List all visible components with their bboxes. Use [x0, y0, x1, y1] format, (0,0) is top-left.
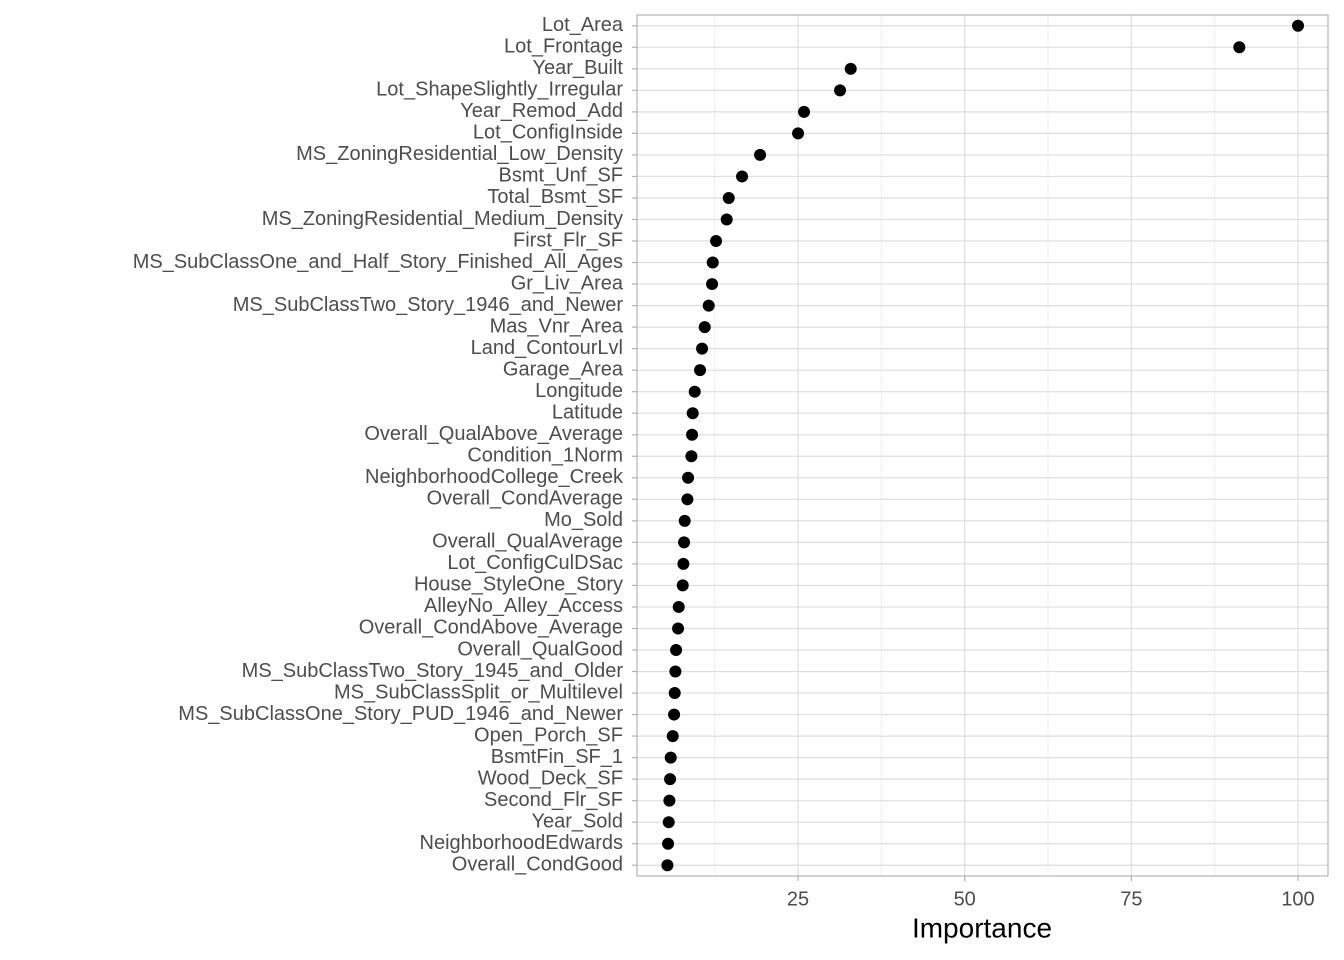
y-tick-label: Year_Remod_Add	[460, 100, 623, 122]
panel-border	[636, 14, 1329, 877]
y-tick-label: Lot_ConfigInside	[473, 122, 623, 144]
point	[666, 730, 679, 743]
point	[664, 773, 677, 786]
y-tick-label: Bsmt_Unf_SF	[499, 165, 623, 187]
y-tick-label: Mas_Vnr_Area	[490, 315, 624, 337]
y-tick-label: Lot_Area	[542, 14, 624, 36]
y-tick-label: Wood_Deck_SF	[478, 767, 623, 789]
point	[698, 321, 711, 334]
point	[694, 364, 707, 377]
point	[754, 148, 767, 161]
y-tick-label: Lot_Frontage	[504, 36, 623, 58]
y-tick-label: BsmtFin_SF_1	[491, 746, 623, 768]
point	[678, 536, 691, 549]
y-tick-label: Garage_Area	[503, 358, 624, 380]
y-tick-label: Lot_ShapeSlightly_Irregular	[376, 79, 623, 101]
y-tick-label: First_Flr_SF	[513, 229, 623, 251]
y-tick-label: Longitude	[535, 380, 623, 402]
y-tick-label: MS_SubClassOne_and_Half_Story_Finished_A…	[133, 251, 623, 273]
y-tick-label: Overall_QualGood	[457, 638, 623, 660]
y-tick-label: MS_SubClassOne_Story_PUD_1946_and_Newer	[178, 703, 623, 725]
y-tick-label: NeighborhoodEdwards	[420, 832, 623, 854]
point	[676, 579, 689, 592]
point	[844, 62, 857, 75]
y-tick-label: MS_SubClassTwo_Story_1946_and_Newer	[233, 294, 624, 316]
y-tick-label: Overall_QualAverage	[432, 531, 623, 553]
point	[672, 600, 685, 613]
point	[663, 794, 676, 807]
x-tick-label: 25	[787, 888, 809, 910]
point	[677, 557, 690, 570]
x-tick-label: 75	[1120, 888, 1142, 910]
point	[664, 751, 677, 764]
point	[678, 514, 691, 527]
y-tick-label: Gr_Liv_Area	[511, 272, 624, 294]
y-tick-label: Latitude	[552, 401, 623, 423]
y-tick-label: Condition_1Norm	[467, 445, 623, 467]
y-tick-label: AlleyNo_Alley_Access	[424, 595, 623, 617]
point	[834, 84, 847, 97]
y-tick-label: Year_Built	[533, 57, 624, 79]
point	[669, 665, 682, 678]
y-tick-label: Open_Porch_SF	[474, 724, 623, 746]
point	[682, 471, 695, 484]
y-tick-label: Mo_Sold	[544, 509, 623, 531]
x-axis-title: Importance	[912, 912, 1052, 943]
point	[1233, 41, 1246, 54]
y-tick-label: MS_SubClassSplit_or_Multilevel	[334, 681, 623, 703]
point	[662, 837, 675, 850]
y-tick-label: MS_SubClassTwo_Story_1945_and_Older	[242, 660, 624, 682]
y-tick-label: Year_Sold	[531, 810, 623, 832]
point	[672, 622, 685, 635]
point	[686, 407, 699, 420]
point	[720, 213, 733, 226]
point	[696, 342, 709, 355]
y-tick-label: Overall_CondGood	[452, 854, 623, 876]
point	[792, 127, 805, 140]
y-tick-label: Total_Bsmt_SF	[487, 186, 623, 208]
x-tick-label: 50	[954, 888, 976, 910]
y-tick-label: NeighborhoodCollege_Creek	[365, 466, 624, 488]
point	[710, 235, 723, 248]
y-tick-label: House_StyleOne_Story	[414, 574, 623, 596]
y-tick-label: MS_ZoningResidential_Low_Density	[296, 143, 623, 165]
x-tick-label: 100	[1281, 888, 1314, 910]
point	[662, 816, 675, 829]
point	[661, 859, 674, 872]
y-tick-label: Lot_ConfigCulDSac	[447, 552, 623, 574]
point	[686, 428, 699, 441]
point	[706, 256, 719, 269]
point	[706, 278, 719, 291]
y-tick-label: Second_Flr_SF	[484, 789, 623, 811]
point	[685, 450, 698, 463]
point	[702, 299, 715, 312]
point	[668, 708, 681, 721]
y-tick-label: Overall_QualAbove_Average	[364, 423, 623, 445]
point	[736, 170, 749, 183]
point	[668, 687, 681, 700]
point	[688, 385, 701, 398]
point	[670, 643, 683, 656]
point	[798, 105, 811, 118]
y-tick-label: Overall_CondAverage	[427, 488, 623, 510]
y-tick-label: Land_ContourLvl	[471, 337, 623, 359]
point	[1292, 19, 1305, 32]
y-tick-label: MS_ZoningResidential_Medium_Density	[262, 208, 623, 230]
point	[722, 191, 735, 204]
point	[681, 493, 694, 506]
y-tick-label: Overall_CondAbove_Average	[359, 617, 623, 639]
